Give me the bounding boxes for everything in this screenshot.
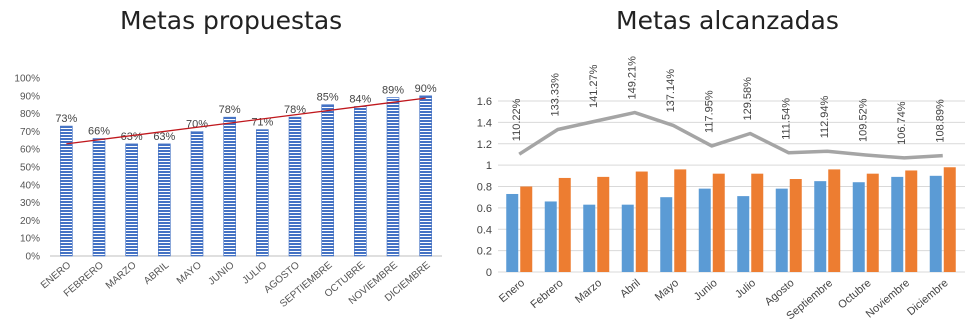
- data-label: 112.94%: [819, 95, 831, 138]
- bar: [288, 116, 302, 257]
- bar-series-2: [789, 179, 802, 272]
- data-label: 106.74%: [896, 101, 908, 145]
- x-tick-label: ABRIL: [142, 260, 172, 287]
- bar-series-1: [929, 175, 942, 272]
- data-label: 70%: [186, 118, 208, 130]
- bar: [419, 95, 432, 257]
- data-label: 110.22%: [511, 98, 523, 141]
- bar-series-2: [828, 169, 841, 272]
- data-label: 73%: [55, 113, 77, 125]
- y-tick-label: 70%: [20, 127, 40, 138]
- x-tick-label: Abril: [618, 277, 643, 300]
- bar-series-1: [775, 188, 788, 272]
- data-label: 133.33%: [550, 73, 562, 117]
- bar-series-2: [558, 177, 571, 272]
- x-tick-label: Febrero: [528, 277, 565, 311]
- bar-series-1: [814, 181, 827, 272]
- data-label: 109.52%: [858, 98, 870, 142]
- data-label: 108.89%: [935, 99, 947, 143]
- y-tick-label: 80%: [20, 109, 40, 120]
- data-label: 78%: [284, 104, 306, 116]
- data-label: 137.14%: [665, 69, 677, 113]
- y-tick-label: 1: [486, 160, 492, 172]
- bar-series-1: [891, 176, 904, 272]
- trendline: [66, 97, 426, 145]
- y-tick-label: 90%: [20, 91, 40, 102]
- x-tick-label: Septiembre: [784, 277, 835, 322]
- chart-title-right: Metas alcanzadas: [616, 6, 839, 35]
- x-tick-label: Junio: [692, 277, 720, 303]
- x-tick-label: MAYO: [175, 260, 204, 287]
- y-tick-label: 60%: [20, 145, 40, 156]
- y-tick-label: 0: [486, 267, 492, 279]
- data-label: 90%: [415, 83, 437, 95]
- bar-series-2: [905, 170, 918, 272]
- data-label: 117.95%: [704, 90, 716, 133]
- y-tick-label: 100%: [14, 74, 40, 85]
- bar: [386, 97, 400, 257]
- data-label: 129.58%: [742, 77, 754, 121]
- bar-series-2: [597, 176, 610, 272]
- bar-series-1: [583, 204, 596, 272]
- data-label: 141.27%: [588, 64, 600, 108]
- chart-title-left: Metas propuestas: [120, 6, 343, 35]
- data-label: 85%: [317, 92, 339, 104]
- x-tick-label: JUNIO: [207, 260, 237, 288]
- bar: [354, 106, 367, 257]
- bar-series-1: [737, 196, 750, 272]
- data-label: 63%: [153, 131, 175, 143]
- x-tick-label: Noviembre: [864, 277, 912, 320]
- bar-series-2: [751, 173, 764, 272]
- bar-series-1: [506, 193, 519, 272]
- bar-series-2: [943, 167, 956, 272]
- y-tick-label: 30%: [20, 198, 40, 209]
- bar-series-2: [674, 169, 687, 272]
- data-label: 78%: [219, 104, 241, 116]
- data-label: 63%: [121, 131, 143, 143]
- bar-series-1: [544, 201, 557, 272]
- bar: [223, 116, 236, 257]
- x-tick-label: Diciembre: [905, 277, 951, 318]
- data-label: 66%: [88, 126, 110, 138]
- chart-metas-propuestas: 0%10%20%30%40%50%60%70%80%90%100%73%ENER…: [14, 74, 442, 310]
- x-tick-label: Enero: [497, 277, 527, 305]
- data-label: 89%: [382, 85, 404, 97]
- bar: [256, 129, 269, 257]
- x-tick-label: JULIO: [240, 260, 269, 287]
- data-label: 84%: [349, 93, 371, 105]
- x-tick-label: Julio: [733, 277, 758, 301]
- bar: [125, 143, 138, 257]
- y-tick-label: 40%: [20, 180, 40, 191]
- y-tick-label: 10%: [20, 234, 40, 245]
- x-tick-label: Agosto: [763, 277, 797, 308]
- bar: [92, 138, 106, 257]
- bar-series-1: [660, 197, 673, 272]
- line-series: [518, 110, 943, 160]
- x-tick-label: Mayo: [653, 277, 681, 303]
- bar-series-2: [635, 171, 648, 272]
- bar-series-2: [866, 173, 879, 272]
- bar: [60, 125, 73, 257]
- data-label: 71%: [251, 117, 273, 129]
- y-tick-label: 0%: [26, 252, 41, 263]
- bar: [158, 143, 171, 257]
- bar: [321, 104, 334, 257]
- x-tick-label: MARZO: [104, 260, 139, 292]
- bar-series-1: [698, 188, 711, 272]
- data-label: 111.54%: [781, 98, 793, 140]
- y-tick-label: 50%: [20, 163, 40, 174]
- bar-series-2: [520, 186, 533, 272]
- data-label: 149.21%: [627, 56, 639, 100]
- x-tick-label: Octubre: [836, 277, 874, 311]
- y-tick-label: 20%: [20, 216, 40, 227]
- bar-series-1: [621, 204, 634, 272]
- bar: [190, 131, 204, 257]
- bar-series-2: [712, 173, 725, 272]
- x-tick-label: Marzo: [573, 277, 604, 306]
- bar-series-1: [852, 182, 865, 272]
